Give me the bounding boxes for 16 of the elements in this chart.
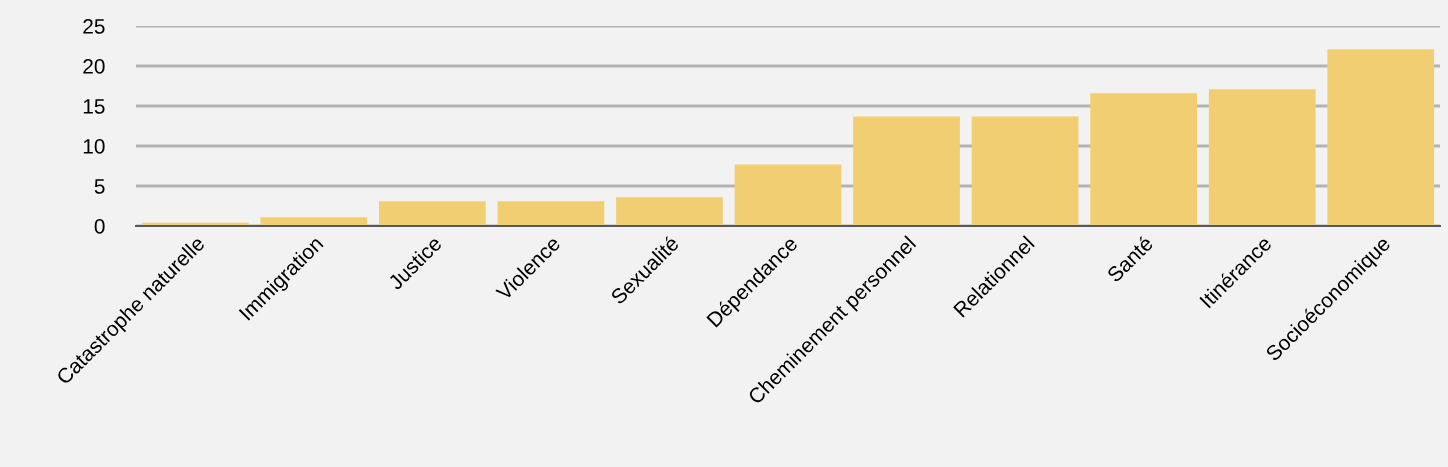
bar: [1327, 49, 1435, 226]
bar: [734, 164, 842, 226]
bar: [853, 116, 960, 226]
y-tick-label: 0: [94, 219, 105, 234]
y-tick-label: 15: [83, 99, 105, 114]
y-tick-label: 25: [83, 19, 105, 34]
bar: [379, 201, 486, 226]
bar: [1208, 89, 1316, 226]
bar: [971, 116, 1079, 226]
bar: [260, 217, 368, 226]
y-tick-label: 5: [94, 179, 105, 194]
bar: [616, 197, 723, 226]
bar: [497, 201, 605, 226]
y-tick-label: 10: [83, 139, 105, 154]
y-tick-label: 20: [83, 59, 105, 74]
bar: [1090, 93, 1197, 226]
